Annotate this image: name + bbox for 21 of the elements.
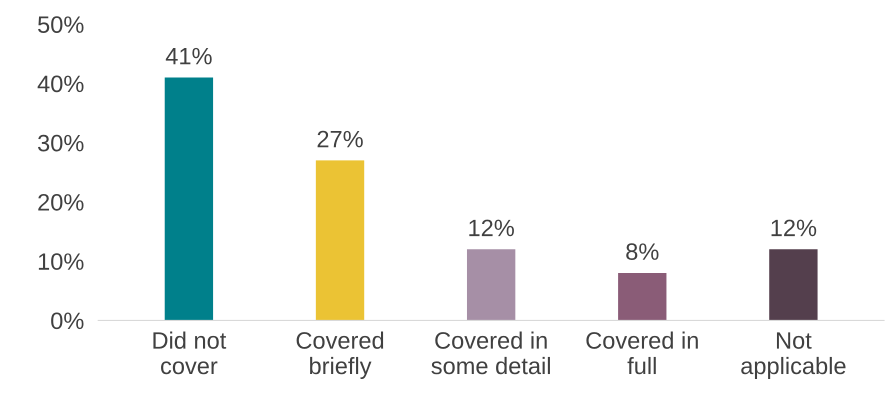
x-tick-label: Not applicable <box>741 332 846 379</box>
data-label: 12% <box>469 220 514 236</box>
y-tick-label: 20% <box>38 194 84 211</box>
y-tick-label: 50% <box>38 16 84 33</box>
x-tick-label: Did not cover <box>153 331 226 374</box>
y-tick-label: 40% <box>38 75 84 92</box>
y-tick-label: 0% <box>51 312 84 330</box>
bar <box>316 160 364 320</box>
x-tick-label: Covered briefly <box>296 331 384 379</box>
data-label: 12% <box>772 220 816 236</box>
bar <box>618 272 666 320</box>
x-tick-label: Covered in full <box>586 331 698 374</box>
bar <box>466 249 516 320</box>
bar <box>164 77 214 320</box>
x-tick-label: Covered in some detail <box>431 331 550 374</box>
y-tick-label: 30% <box>38 134 84 152</box>
y-tick-label: 10% <box>38 253 84 270</box>
data-label: 41% <box>166 48 212 64</box>
data-label: 8% <box>626 243 658 260</box>
data-label: 27% <box>318 130 363 148</box>
bar <box>769 249 818 320</box>
